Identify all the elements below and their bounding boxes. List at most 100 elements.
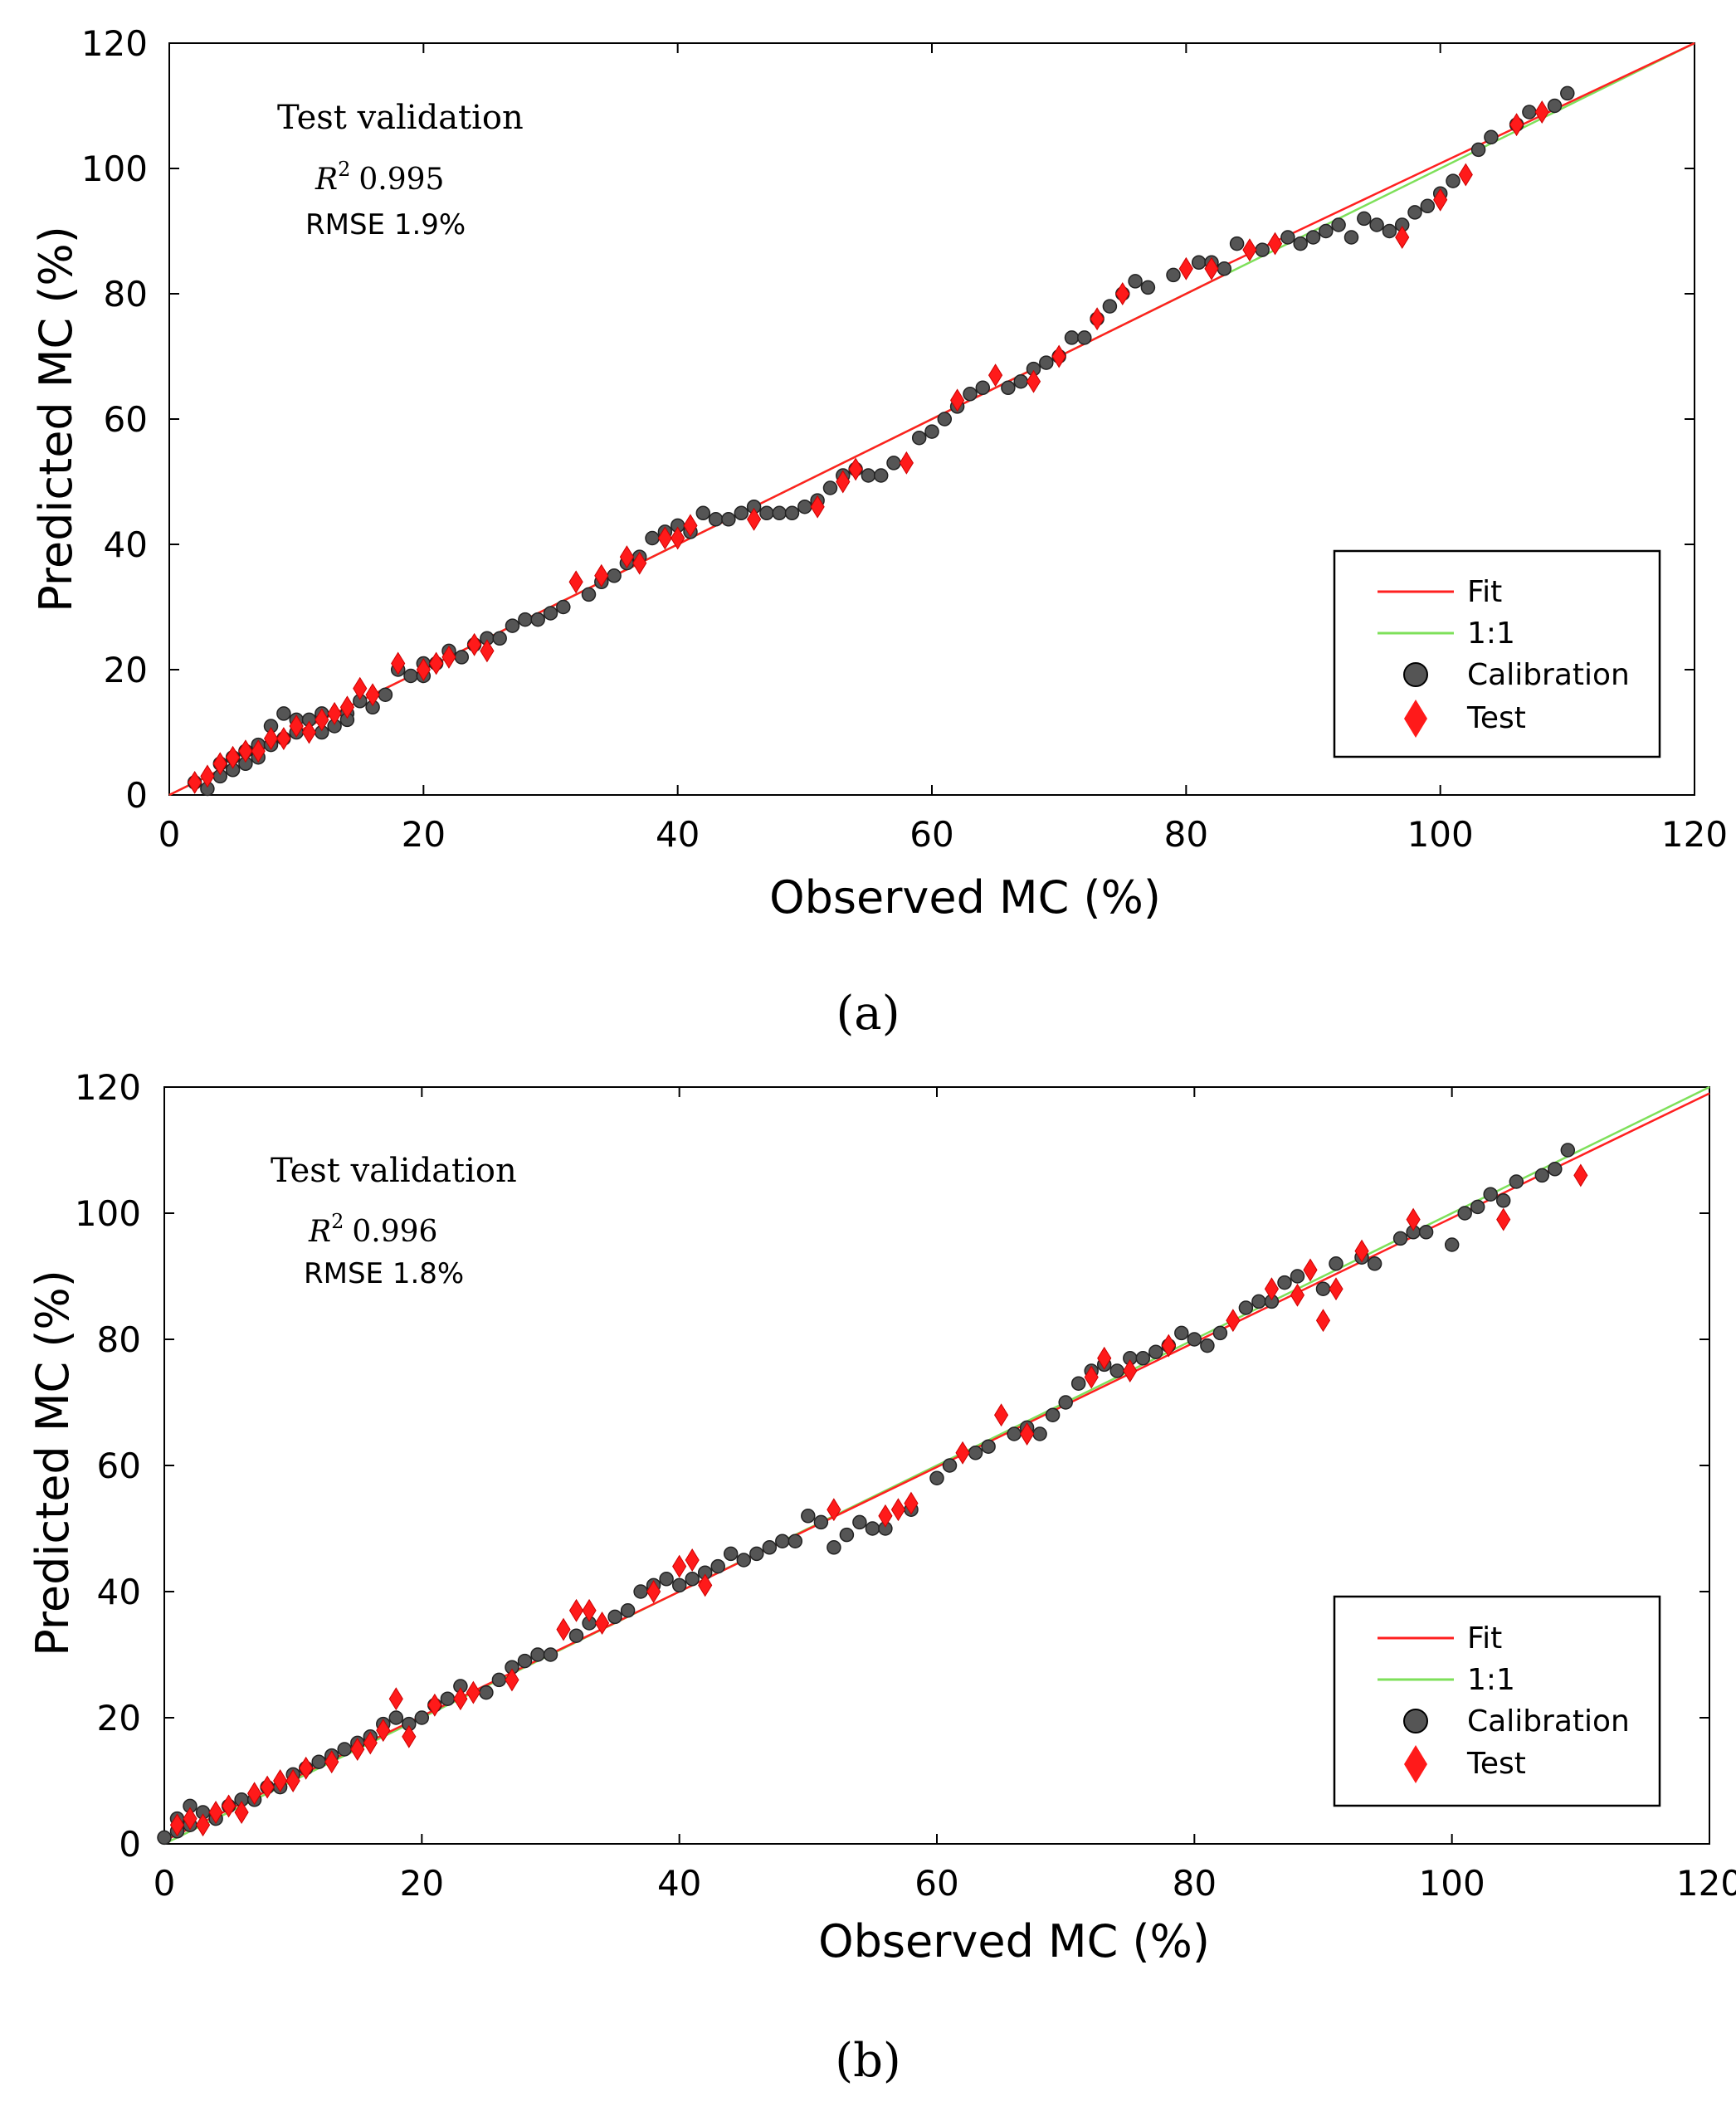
annotation-title: Test validation [271, 1152, 517, 1190]
calibration-point [403, 668, 418, 684]
test-point [619, 545, 634, 569]
calibration-point [1280, 230, 1295, 245]
calibration-point [1077, 330, 1092, 345]
calibration-point [530, 1647, 545, 1662]
calibration-point [695, 505, 711, 521]
calibration-point [1319, 223, 1334, 239]
calibration-point [671, 1577, 687, 1593]
calibration-point [276, 706, 291, 721]
test-point [315, 708, 329, 732]
x-tick-label: 0 [158, 814, 181, 855]
calibration-point [822, 480, 838, 495]
x-tick-label: 80 [1173, 1863, 1217, 1904]
test-point [1020, 1422, 1035, 1446]
calibration-point [1548, 1162, 1563, 1177]
test-point [1354, 1239, 1369, 1263]
legend-calibration-marker [1403, 1709, 1428, 1733]
legend-calibration-marker [1403, 662, 1428, 687]
calibration-point [1392, 1231, 1408, 1246]
legend: Fit 1:1 Calibration Test [1333, 1595, 1661, 1807]
test-point [247, 1782, 262, 1806]
axis-ticks [163, 1086, 1710, 1845]
calibration-point [1187, 1332, 1202, 1347]
calibration-point [1457, 1206, 1472, 1221]
calibration-point [1174, 1325, 1189, 1341]
calibration-point [1238, 1300, 1254, 1315]
legend-fit-label: Fit [1467, 1621, 1502, 1655]
test-point [363, 1731, 378, 1755]
calibration-point [1444, 1237, 1460, 1252]
test-point [987, 363, 1003, 388]
calibration-point [543, 1647, 558, 1662]
calibration-point [861, 468, 876, 483]
test-point [273, 1769, 288, 1792]
calibration-point [1509, 1174, 1524, 1189]
test-point [1226, 1309, 1241, 1333]
test-point [466, 1680, 480, 1704]
test-point [365, 683, 380, 707]
caption-b-text: (b) [835, 2034, 901, 2088]
test-point [993, 1403, 1009, 1427]
legend-one-to-one-label: 1:1 [1467, 617, 1515, 651]
calibration-point [734, 505, 749, 521]
y-tick-label: 120 [75, 1067, 141, 1108]
calibration-point [1001, 380, 1016, 396]
test-point [1097, 1346, 1112, 1370]
test-point [388, 1687, 403, 1711]
calibration-point [775, 1534, 790, 1548]
test-point [1084, 1365, 1099, 1389]
test-point [416, 658, 431, 681]
x-tick-label: 120 [1661, 814, 1728, 855]
calibration-point [981, 1439, 996, 1454]
test-point [260, 1775, 275, 1799]
test-point [285, 1769, 300, 1792]
test-point [1026, 369, 1041, 393]
calibration-point [1007, 1426, 1022, 1441]
calibration-point [1343, 230, 1359, 245]
test-point [234, 1801, 249, 1824]
calibration-point [1522, 105, 1537, 119]
calibration-point [1212, 1325, 1228, 1341]
y-tick-label: 20 [97, 1698, 141, 1738]
test-point [391, 651, 406, 675]
legend-test-marker [1404, 700, 1427, 738]
x-tick-label: 80 [1164, 814, 1208, 855]
legend-one-to-one-label: 1:1 [1467, 1663, 1515, 1697]
calibration-point [1331, 217, 1346, 232]
calibration-point [1470, 142, 1486, 158]
test-point [441, 645, 456, 669]
test-point [1534, 100, 1549, 124]
calibration-point [1484, 129, 1499, 145]
test-point [1242, 238, 1257, 262]
tick-labels: 0 20 40 60 80 100 120 0 20 40 60 80 100 120 [75, 1067, 1736, 1904]
calibration-point [1547, 98, 1563, 114]
calibration-point [479, 1685, 494, 1700]
y-tick-label: 100 [81, 149, 148, 189]
y-tick-label: 40 [104, 524, 148, 565]
test-point [480, 639, 495, 663]
r2-value: 0.996 [352, 1215, 437, 1249]
calibration-point [1290, 1269, 1305, 1284]
calibration-point [937, 412, 953, 427]
x-tick-label: 100 [1419, 1863, 1485, 1904]
x-tick-label: 40 [657, 1863, 701, 1904]
calibration-point [518, 612, 533, 627]
calibration-point [581, 587, 597, 602]
calibration-point [440, 1691, 456, 1706]
annotation-r2: R2 0.996 [308, 1210, 437, 1249]
tick-labels: 0 20 40 60 80 100 120 0 20 40 60 80 100 120 [81, 23, 1728, 855]
test-point [657, 526, 672, 550]
calibration-point [1560, 85, 1575, 101]
test-point [1329, 1277, 1343, 1301]
test-point [836, 470, 851, 494]
calibration-point [685, 1572, 700, 1587]
y-axis-label: Predicted MC (%) [27, 1270, 79, 1656]
calibration-point [1420, 198, 1436, 214]
calibration-point [517, 1653, 533, 1669]
y-tick-label: 60 [104, 399, 148, 440]
annotation-title: Test validation [277, 99, 524, 137]
test-point [289, 714, 304, 738]
calibration-point [659, 1572, 674, 1587]
annotation-r2: R2 0.995 [315, 158, 444, 197]
panel-a: 0 20 40 60 80 100 120 0 20 40 60 80 100 120 Observed … [30, 23, 1728, 1041]
